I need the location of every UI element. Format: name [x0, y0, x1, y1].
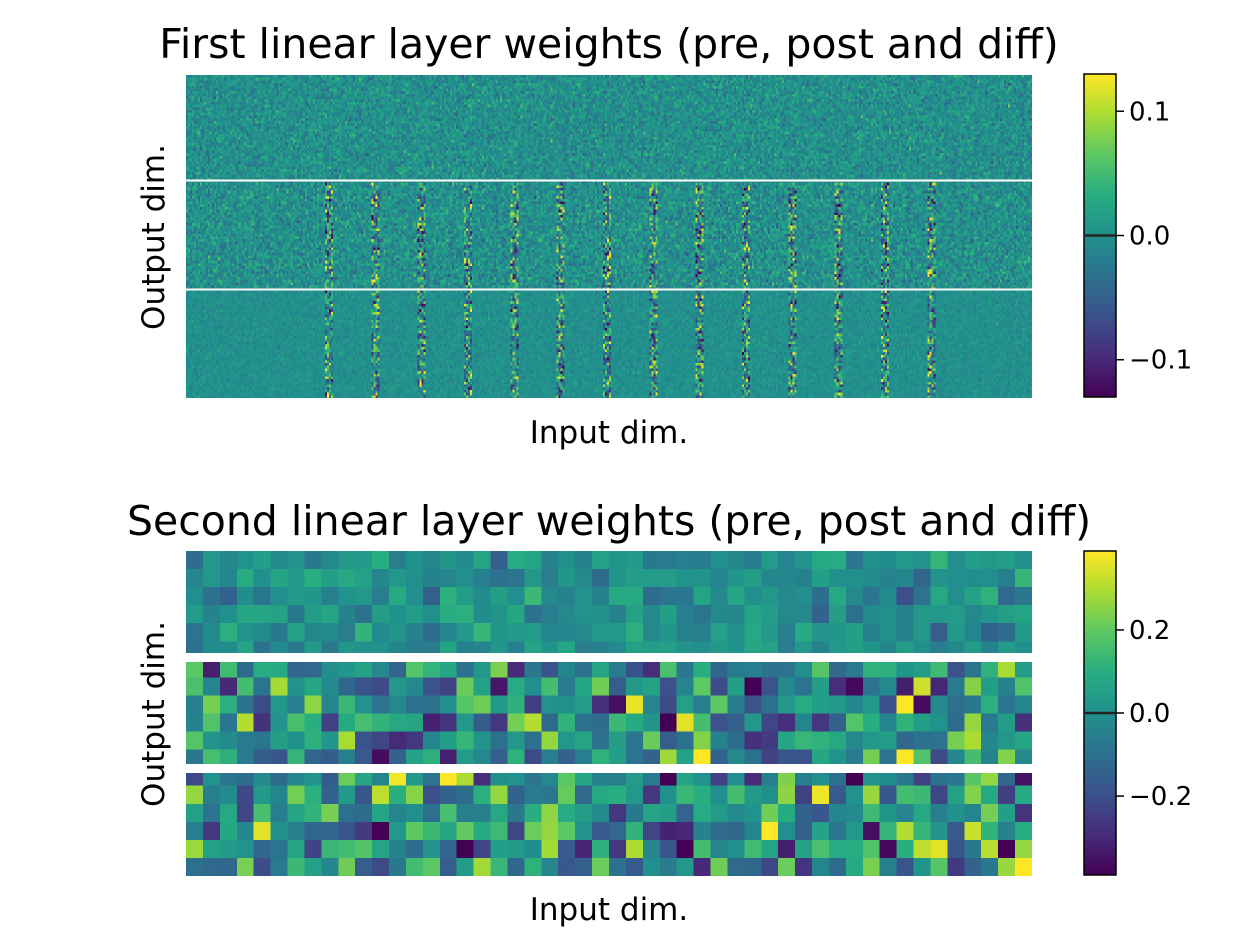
colorbar-tick-label: −0.1	[1129, 346, 1192, 376]
colorbar-tick-label: 0.0	[1129, 699, 1170, 729]
chart-title: First linear layer weights (pre, post an…	[159, 20, 1059, 68]
chart-title: Second linear layer weights (pre, post a…	[127, 497, 1091, 545]
colorbar: 0.2 0.0 −0.2	[1083, 550, 1192, 876]
panel-separator	[186, 653, 1032, 662]
heatmap-image	[186, 551, 1032, 876]
heatmap-image	[186, 75, 1032, 398]
chart-first-layer: First linear layer weights (pre, post an…	[136, 20, 1192, 451]
x-axis-label: Input dim.	[530, 415, 688, 451]
colorbar-tick-label: 0.0	[1129, 222, 1170, 252]
y-axis-label: Output dim.	[136, 144, 172, 330]
y-axis-label: Output dim.	[136, 621, 172, 807]
panel-separator	[186, 764, 1032, 773]
x-axis-label: Input dim.	[530, 892, 688, 928]
colorbar-tick-label: −0.2	[1129, 782, 1192, 812]
colorbar-tick-label: 0.2	[1129, 616, 1170, 646]
chart-second-layer: Second linear layer weights (pre, post a…	[127, 497, 1192, 928]
colorbar: 0.1 0.0 −0.1	[1083, 73, 1192, 398]
colorbar-tick-label: 0.1	[1129, 97, 1170, 127]
